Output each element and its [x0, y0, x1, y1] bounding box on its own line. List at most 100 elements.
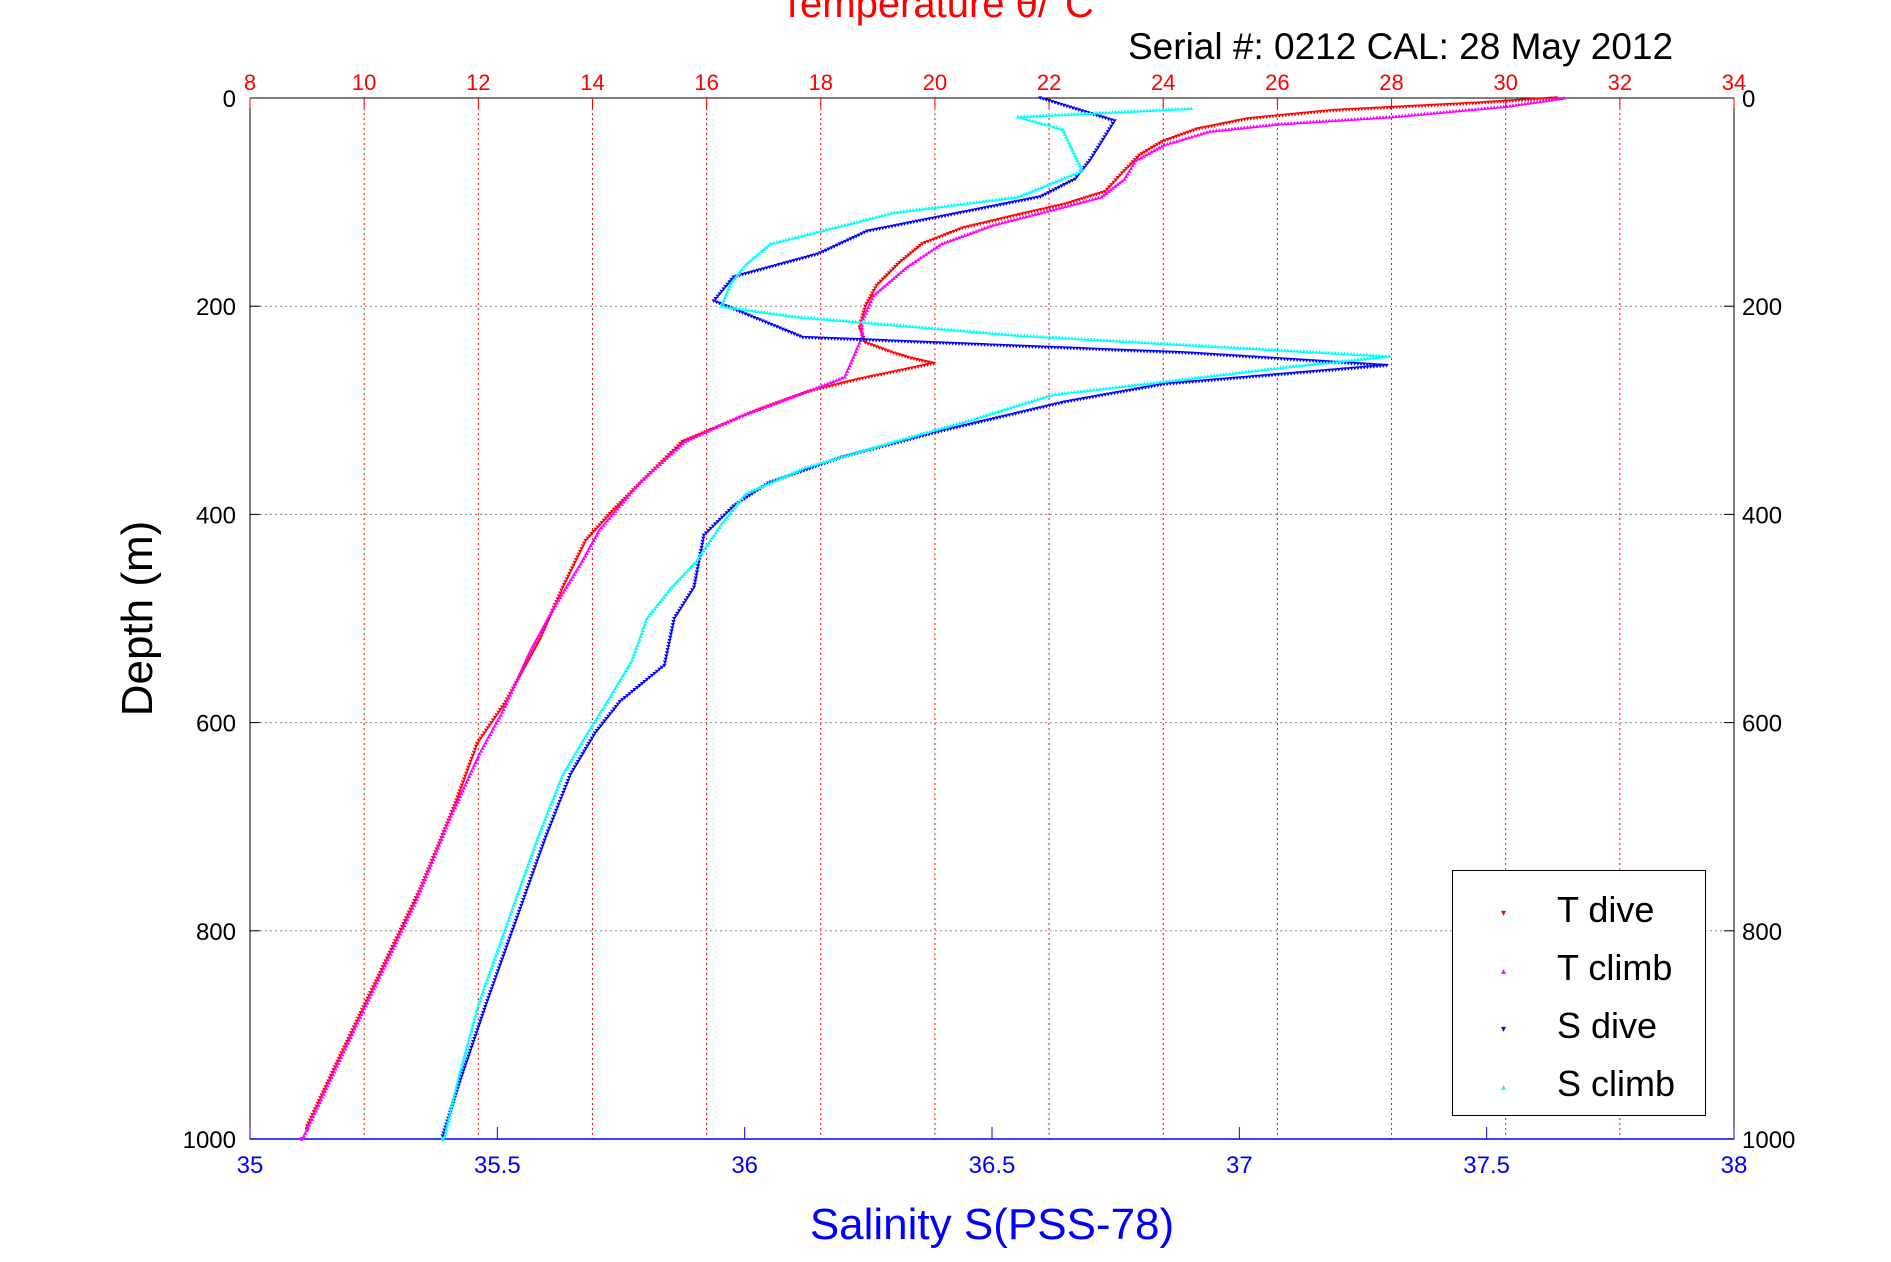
data-point: [999, 196, 1005, 201]
data-point: [814, 385, 819, 390]
data-point: [1000, 220, 1005, 225]
data-point: [629, 490, 634, 495]
data-point: [616, 503, 621, 507]
data-point: [1170, 378, 1176, 383]
data-point: [1492, 105, 1497, 110]
data-point: [934, 341, 939, 345]
data-point: [1036, 186, 1041, 191]
data-point: [828, 380, 833, 385]
data-point: [737, 498, 743, 503]
data-point: [1432, 103, 1437, 108]
data-point: [521, 897, 526, 902]
data-point: [598, 710, 603, 714]
data-point: [998, 343, 1003, 348]
data-point: [978, 414, 983, 419]
data-point: [1381, 106, 1387, 110]
data-point: [1157, 350, 1163, 354]
data-point: [517, 906, 523, 911]
data-point: [727, 284, 732, 288]
data-point: [1205, 352, 1211, 357]
data-point: [1066, 112, 1071, 116]
data-point: [1098, 337, 1103, 342]
data-point: [1196, 343, 1202, 348]
data-point: [1400, 105, 1406, 109]
data-point: [351, 1029, 356, 1034]
data-point: [822, 382, 828, 387]
data-point: [1288, 357, 1293, 362]
data-point: [817, 229, 823, 233]
data-point: [1053, 179, 1059, 184]
data-point: [1148, 349, 1153, 354]
data-point: [673, 614, 679, 618]
data-point: [1022, 409, 1028, 414]
data-point: [449, 1104, 455, 1108]
data-point: [845, 222, 851, 226]
data-point: [537, 853, 542, 857]
data-point: [913, 259, 918, 263]
data-point: [896, 272, 901, 277]
data-point: [1096, 394, 1102, 398]
data-point: [1082, 388, 1087, 393]
data-point: [868, 229, 873, 233]
data-point: [892, 210, 897, 215]
data-point: [1492, 100, 1497, 105]
data-point: [586, 741, 592, 746]
data-point: [1199, 375, 1204, 379]
data-point: [1333, 351, 1338, 355]
data-point: [878, 279, 883, 284]
data-point: [864, 217, 869, 222]
data-point: [742, 412, 748, 417]
data-point: [1377, 355, 1382, 359]
data-point: [673, 580, 678, 585]
data-point: [715, 520, 720, 524]
data-point: [1109, 392, 1114, 396]
data-point: [1042, 184, 1047, 188]
data-point: [701, 533, 707, 538]
data-point: [1184, 342, 1189, 347]
data-point: [470, 766, 476, 770]
data-point: [1237, 354, 1242, 359]
data-point: [576, 552, 582, 557]
data-point: [499, 705, 505, 709]
data-point: [362, 1006, 367, 1011]
data-point: [1406, 113, 1411, 117]
data-point: [451, 1098, 456, 1102]
data-point: [1056, 112, 1062, 117]
data-point: [484, 737, 490, 742]
data-point: [473, 744, 479, 749]
data-point: [1190, 380, 1195, 384]
data-point: [314, 1106, 320, 1110]
data-point: [487, 993, 492, 997]
data-point: [655, 464, 660, 469]
data-point: [1531, 100, 1537, 104]
data-point: [426, 868, 431, 873]
data-point: [1355, 366, 1361, 370]
data-point: [863, 311, 868, 315]
data-point: [1342, 367, 1348, 372]
data-point: [1257, 374, 1262, 379]
data-point: [427, 865, 432, 870]
data-point: [509, 909, 514, 914]
data-point: [1078, 397, 1083, 402]
data-point: [1297, 363, 1302, 368]
data-point: [728, 418, 733, 423]
data-point: [495, 718, 500, 723]
data-point: [583, 747, 588, 751]
data-point: [867, 216, 872, 221]
data-point: [447, 817, 452, 821]
data-point: [1186, 351, 1191, 356]
data-point: [1188, 129, 1193, 134]
data-point: [882, 284, 887, 288]
data-point: [1140, 386, 1145, 391]
data-point: [862, 230, 867, 235]
data-point: [951, 422, 956, 427]
data-point: [1365, 107, 1371, 111]
data-point: [679, 574, 685, 579]
data-point: [657, 667, 662, 672]
data-point: [565, 764, 570, 769]
data-point: [939, 204, 945, 209]
data-point: [1306, 362, 1311, 367]
data-point: [1044, 183, 1050, 187]
data-point: [486, 735, 491, 739]
data-point: [706, 541, 711, 545]
